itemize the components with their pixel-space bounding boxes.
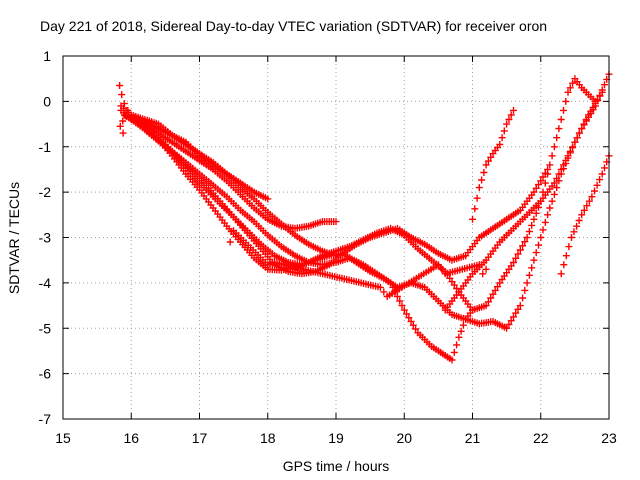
- y-tick-label: -7: [39, 411, 52, 427]
- x-tick-label: 17: [192, 430, 208, 446]
- y-axis-label: SDTVAR / TECUs: [6, 182, 22, 294]
- axis-ticks-layer: 15 16 17 18 19 20 21 22 23 1 0 -1 -2 -3 -4 -5 -6 -7: [39, 48, 617, 446]
- x-axis-label: GPS time / hours: [283, 458, 390, 474]
- series-marker-path: [557, 152, 613, 278]
- y-tick-label: -4: [39, 275, 52, 291]
- y-tick-label: 1: [43, 48, 51, 64]
- series-track-6: [141, 120, 340, 232]
- y-tick-label: 0: [43, 93, 51, 109]
- x-tick-label: 20: [396, 430, 412, 446]
- x-tick-label: 16: [123, 430, 139, 446]
- series-track-12: [226, 227, 490, 300]
- y-tick-label: -1: [39, 139, 52, 155]
- y-tick-label: -5: [39, 320, 52, 336]
- y-tick-label: -3: [39, 230, 52, 246]
- data-marks-layer: [116, 70, 613, 364]
- series-track-10: [557, 152, 613, 278]
- series-marker-path: [469, 106, 517, 223]
- x-tick-label: 22: [533, 430, 549, 446]
- y-tick-label: -2: [39, 184, 52, 200]
- series-track-11: [116, 82, 132, 137]
- series-marker-path: [127, 111, 272, 203]
- x-tick-label: 21: [465, 430, 481, 446]
- grid-layer: [63, 56, 609, 419]
- x-tick-label: 19: [328, 430, 344, 446]
- series-marker-path: [116, 82, 132, 137]
- series-track-7: [127, 111, 272, 203]
- series-track-9: [469, 106, 517, 223]
- series-marker-path: [226, 227, 490, 300]
- x-tick-label: 18: [260, 430, 276, 446]
- x-tick-label: 23: [601, 430, 617, 446]
- x-tick-label: 15: [55, 430, 71, 446]
- series-marker-path: [141, 120, 340, 232]
- y-tick-label: -6: [39, 366, 52, 382]
- chart-title: Day 221 of 2018, Sidereal Day-to-day VTE…: [40, 18, 547, 34]
